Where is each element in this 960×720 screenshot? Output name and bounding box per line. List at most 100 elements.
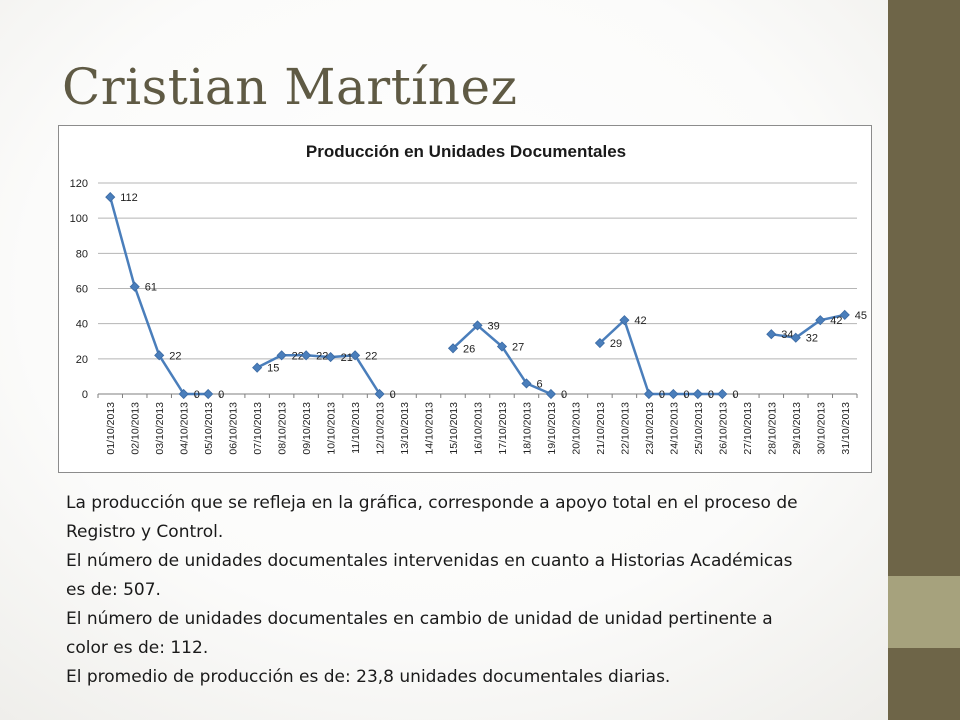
data-label: 42 — [634, 315, 646, 327]
y-tick-label: 100 — [70, 213, 88, 225]
y-tick-label: 20 — [76, 354, 88, 366]
y-tick-label: 40 — [76, 319, 88, 331]
data-point — [496, 341, 508, 352]
slide-title: Cristian Martínez — [62, 58, 518, 116]
x-tick-label: 25/10/2013 — [693, 402, 705, 455]
x-tick-label: 10/10/2013 — [326, 402, 338, 455]
data-label: 45 — [855, 310, 867, 322]
data-label: 42 — [830, 315, 842, 327]
y-tick-label: 60 — [76, 284, 88, 296]
data-label: 27 — [512, 342, 524, 354]
x-tick-label: 15/10/2013 — [448, 402, 460, 455]
x-tick-label: 06/10/2013 — [228, 402, 240, 455]
data-point — [790, 332, 801, 343]
x-tick-label: 20/10/2013 — [570, 402, 582, 455]
data-point — [692, 388, 703, 400]
x-tick-label: 04/10/2013 — [179, 402, 191, 455]
x-tick-label: 14/10/2013 — [424, 402, 436, 455]
data-point — [301, 350, 312, 361]
data-point — [668, 388, 679, 400]
body-line: El promedio de producción es de: 23,8 un… — [66, 667, 671, 687]
x-tick-label: 28/10/2013 — [766, 402, 778, 455]
body-line: El número de unidades documentales en ca… — [66, 609, 773, 629]
data-label: 0 — [390, 389, 396, 401]
x-tick-label: 22/10/2013 — [619, 402, 631, 455]
data-point — [350, 350, 361, 361]
x-tick-label: 09/10/2013 — [301, 402, 313, 455]
x-tick-label: 29/10/2013 — [791, 402, 803, 455]
body-line: El número de unidades documentales inter… — [66, 551, 793, 571]
data-point — [203, 388, 214, 400]
data-label: 6 — [536, 378, 542, 390]
data-point — [374, 388, 385, 400]
y-tick-label: 0 — [82, 389, 88, 401]
x-tick-label: 30/10/2013 — [815, 402, 827, 455]
x-tick-label: 07/10/2013 — [252, 402, 264, 455]
data-label: 22 — [365, 350, 377, 362]
data-label: 34 — [781, 329, 793, 341]
x-tick-label: 16/10/2013 — [473, 402, 485, 455]
x-tick-label: 24/10/2013 — [668, 402, 680, 455]
data-label: 0 — [659, 389, 665, 401]
data-label: 0 — [683, 389, 689, 401]
data-label: 29 — [610, 338, 622, 350]
data-point — [839, 309, 850, 320]
series-line — [599, 318, 723, 396]
chart-frame: Producción en Unidades Documentales 0 20 4… — [58, 125, 872, 473]
data-label: 22 — [169, 350, 181, 362]
data-point — [472, 320, 483, 331]
body-line: La producción que se refleja en la gráfi… — [66, 493, 798, 513]
body-line: es de: 507. — [66, 580, 161, 600]
data-label: 22 — [292, 350, 304, 362]
data-label: 26 — [463, 343, 475, 355]
x-tick-label: 05/10/2013 — [203, 402, 215, 455]
x-tick-label: 01/10/2013 — [105, 402, 117, 455]
y-tick-label: 80 — [76, 248, 88, 260]
data-label: 32 — [806, 333, 818, 345]
series-line — [108, 196, 209, 396]
data-label: 61 — [145, 282, 157, 294]
data-point — [766, 329, 777, 340]
data-label: 0 — [218, 389, 224, 401]
data-label: 15 — [267, 363, 279, 375]
x-tick-label: 13/10/2013 — [399, 402, 411, 455]
data-label: 0 — [732, 389, 738, 401]
data-point — [643, 388, 654, 400]
data-point — [105, 192, 116, 203]
x-tick-label: 26/10/2013 — [717, 402, 729, 455]
x-tick-label: 03/10/2013 — [154, 402, 166, 455]
x-tick-label: 23/10/2013 — [644, 402, 656, 455]
data-point — [129, 281, 140, 292]
data-point — [252, 362, 263, 373]
data-point — [447, 343, 459, 354]
data-label: 0 — [708, 389, 714, 401]
series-line — [771, 313, 846, 339]
x-tick-label: 19/10/2013 — [546, 402, 558, 455]
data-point — [619, 315, 630, 326]
chart-title: Producción en Unidades Documentales — [305, 142, 627, 161]
data-point — [276, 350, 287, 361]
x-tick-label: 27/10/2013 — [742, 402, 754, 455]
data-label: 0 — [194, 389, 200, 401]
x-tick-label: 18/10/2013 — [521, 402, 533, 455]
data-point — [178, 388, 189, 400]
x-tick-label: 31/10/2013 — [840, 402, 852, 455]
data-point — [815, 315, 826, 326]
slide-body: La producción que se refleja en la gráfi… — [66, 489, 906, 692]
body-line: Registro y Control. — [66, 522, 224, 542]
data-point — [717, 388, 728, 400]
series-line — [256, 354, 381, 395]
x-tick-label: 08/10/2013 — [277, 402, 289, 455]
data-point — [325, 352, 336, 363]
side-accent-block — [888, 576, 960, 648]
body-line: color es de: 112. — [66, 638, 209, 658]
x-tick-label: 21/10/2013 — [595, 402, 607, 455]
data-label: 0 — [561, 389, 567, 401]
data-label: 22 — [316, 350, 328, 362]
data-point — [594, 337, 605, 349]
data-point — [545, 388, 557, 400]
data-point — [521, 378, 532, 389]
data-point — [154, 350, 165, 361]
y-tick-label: 120 — [70, 178, 88, 190]
